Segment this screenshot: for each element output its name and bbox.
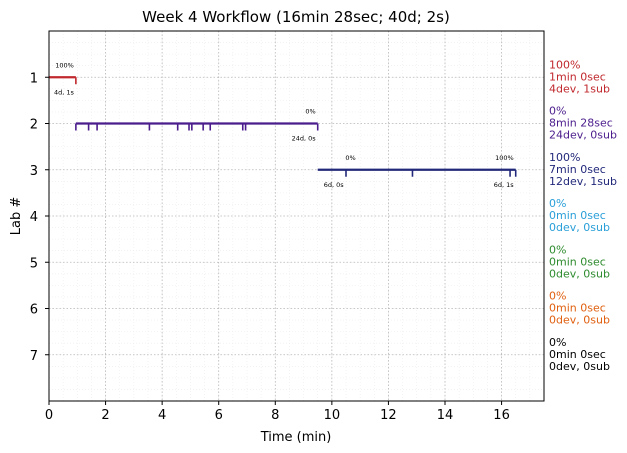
lab-3-start-percent: 0% [345, 154, 355, 162]
lab-1-summary-line: 1min 0sec [549, 70, 606, 83]
lab-3-end-percent: 100% [495, 154, 514, 162]
lab-1-end-percent: 100% [55, 61, 74, 69]
x-axis-label: Time (min) [260, 430, 332, 445]
lab-4-summary-line: 0dev, 0sub [549, 221, 610, 234]
y-axis-label: Lab # [9, 197, 24, 236]
lab-2-summary-line: 8min 28sec [549, 117, 613, 130]
chart-title: Week 4 Workflow (16min 28sec; 40d; 2s) [142, 8, 450, 26]
lab-1-summary-line: 4dev, 1sub [549, 82, 610, 95]
lab-6-summary-line: 0dev, 0sub [549, 314, 610, 327]
lab-1-end-counts: 4d, 1s [54, 88, 75, 96]
x-tick-label: 14 [437, 408, 454, 423]
y-tick-label: 5 [30, 256, 38, 271]
plot-marks: 100% 4d, 1s 0% 24d, 0s 100% 6d, 1s 0% 6d, 0s [49, 61, 517, 189]
lab-6-summary-line: 0% [549, 290, 566, 303]
lab-2-end-percent: 0% [305, 108, 315, 116]
y-tick-label: 1 [30, 71, 38, 86]
lab-3-summary-line: 7min 0sec [549, 163, 606, 176]
lab-5-summary-line: 0min 0sec [549, 255, 606, 268]
lab-5-summary-line: 0% [549, 243, 566, 256]
lab-4-summary-line: 0min 0sec [549, 209, 606, 222]
y-tick-label: 7 [30, 349, 38, 364]
x-tick-label: 8 [271, 408, 279, 423]
lab-2-summary-line: 0% [549, 105, 566, 118]
y-tick-label: 2 [30, 118, 38, 133]
x-tick-label: 2 [101, 408, 109, 423]
x-tick-label: 12 [380, 408, 397, 423]
lab-2-summary-line: 24dev, 0sub [549, 129, 617, 142]
x-tick-label: 10 [324, 408, 341, 423]
x-tick-label: 6 [215, 408, 223, 423]
lab-3-end-counts: 6d, 1s [494, 181, 515, 189]
lab-1-summary-line: 100% [549, 58, 580, 71]
lab-3-start-counts: 6d, 0s [324, 181, 345, 189]
y-tick-label: 4 [30, 210, 38, 225]
lab-2-end-counts: 24d, 0s [292, 135, 317, 143]
lab-6-summary-line: 0min 0sec [549, 302, 606, 315]
lab-7-summary-line: 0min 0sec [549, 348, 606, 361]
x-tick-label: 16 [493, 408, 510, 423]
x-tick-label: 4 [158, 408, 166, 423]
y-tick-label: 6 [30, 303, 38, 318]
lab-3-summary-line: 100% [549, 151, 580, 164]
lab-3-summary-line: 12dev, 1sub [549, 175, 617, 188]
lab-5-summary-line: 0dev, 0sub [549, 267, 610, 280]
lab-7-summary-line: 0% [549, 336, 566, 349]
x-tick-label: 0 [45, 408, 53, 423]
lab-4-summary-line: 0% [549, 197, 566, 210]
grid [48, 31, 545, 402]
y-tick-label: 3 [30, 164, 38, 179]
lab-7-summary-line: 0dev, 0sub [549, 360, 610, 373]
